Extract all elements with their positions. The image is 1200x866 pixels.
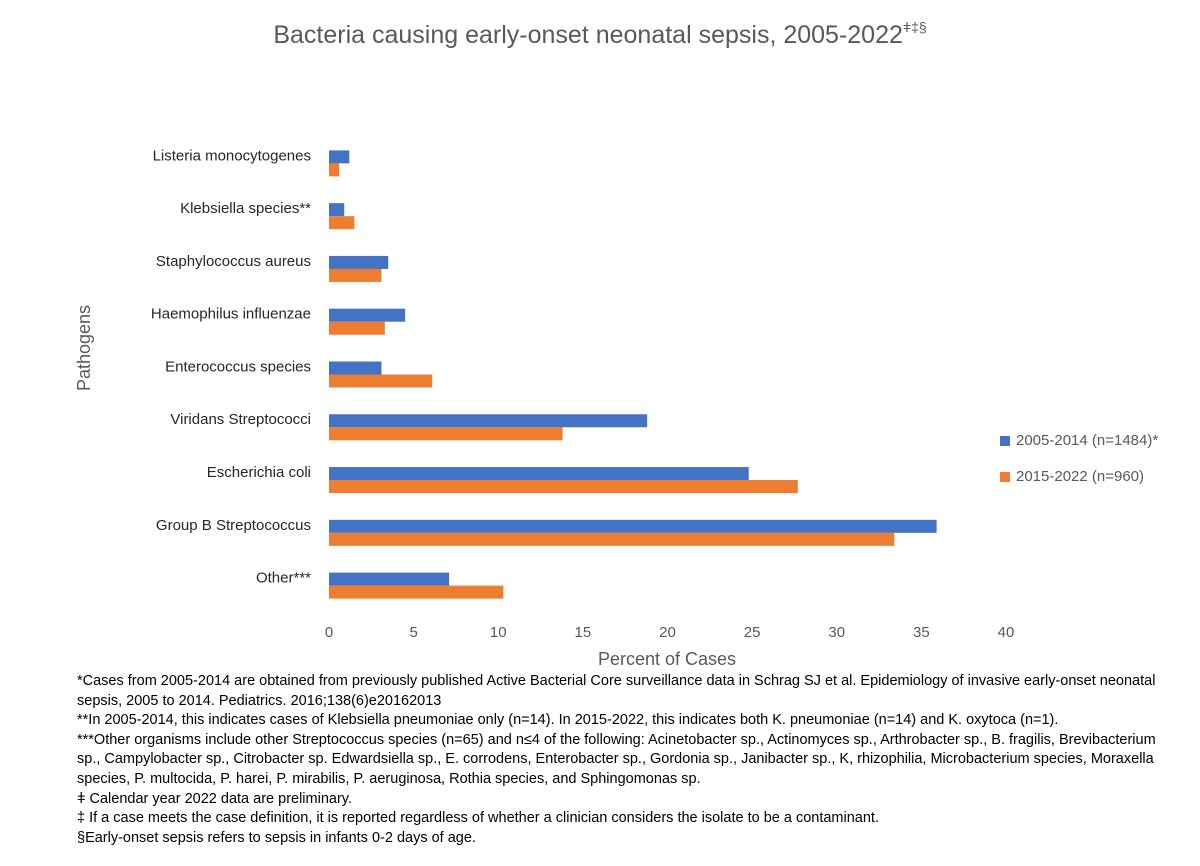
bar xyxy=(329,519,937,533)
bar xyxy=(329,374,433,388)
bar xyxy=(329,585,504,599)
bar xyxy=(329,361,382,375)
footnote: ***Other organisms include other Strepto… xyxy=(77,731,1156,787)
y-tick-label: Group B Streptococcus xyxy=(156,517,311,534)
bar xyxy=(329,216,355,230)
bar xyxy=(329,532,895,546)
x-tick-label: 30 xyxy=(828,624,845,641)
x-tick-label: 0 xyxy=(325,624,333,641)
footnotes: *Cases from 2005-2014 are obtained from … xyxy=(77,672,1157,848)
y-tick-label: Klebsiella species** xyxy=(180,200,311,217)
chart: Bacteria causing early-onset neonatal se… xyxy=(74,19,1159,669)
chart-title: Bacteria causing early-onset neonatal se… xyxy=(273,19,926,49)
x-tick-label: 15 xyxy=(575,624,592,641)
y-axis-title: Pathogens xyxy=(74,305,94,391)
footnote: ǂ Calendar year 2022 data are preliminar… xyxy=(77,790,352,807)
bar xyxy=(329,308,406,322)
title-text: Bacteria causing early-onset neonatal se… xyxy=(273,21,903,49)
x-tick-label: 10 xyxy=(490,624,507,641)
y-tick-label: Enterococcus species xyxy=(165,358,311,375)
bar xyxy=(329,150,350,164)
x-tick-label: 5 xyxy=(409,624,417,641)
footnote: *Cases from 2005-2014 are obtained from … xyxy=(77,673,1156,709)
bar xyxy=(329,163,340,177)
x-tick-label: 40 xyxy=(998,624,1015,641)
legend-swatch xyxy=(1000,436,1010,446)
legend-swatch xyxy=(1000,472,1010,482)
x-tick-label: 25 xyxy=(744,624,761,641)
footnote: ‡ If a case meets the case definition, i… xyxy=(77,810,879,827)
legend-label: 2005-2014 (n=1484)* xyxy=(1016,432,1158,449)
bar xyxy=(329,414,648,428)
y-tick-label: Listeria monocytogenes xyxy=(153,147,311,164)
bar xyxy=(329,203,345,217)
x-axis-title: Percent of Cases xyxy=(598,649,736,669)
bar xyxy=(329,480,798,494)
x-tick-label: 20 xyxy=(659,624,676,641)
y-tick-label: Staphylococcus aureus xyxy=(156,253,311,270)
x-tick-label: 35 xyxy=(913,624,930,641)
y-tick-label: Viridans Streptococci xyxy=(170,411,311,428)
bar xyxy=(329,321,385,335)
y-tick-label: Haemophilus influenzae xyxy=(151,306,311,323)
legend-label: 2015-2022 (n=960) xyxy=(1016,468,1144,485)
y-tick-label: Other*** xyxy=(256,570,311,587)
bar xyxy=(329,572,450,586)
bar xyxy=(329,467,749,481)
y-tick-label: Escherichia coli xyxy=(207,464,311,481)
bar xyxy=(329,427,563,441)
bar xyxy=(329,255,389,269)
footnote: §Early-onset sepsis refers to sepsis in … xyxy=(77,829,476,846)
title-marks: ǂ‡§ xyxy=(903,19,927,35)
bar xyxy=(329,268,382,282)
footnote: **In 2005-2014, this indicates cases of … xyxy=(77,712,1059,729)
